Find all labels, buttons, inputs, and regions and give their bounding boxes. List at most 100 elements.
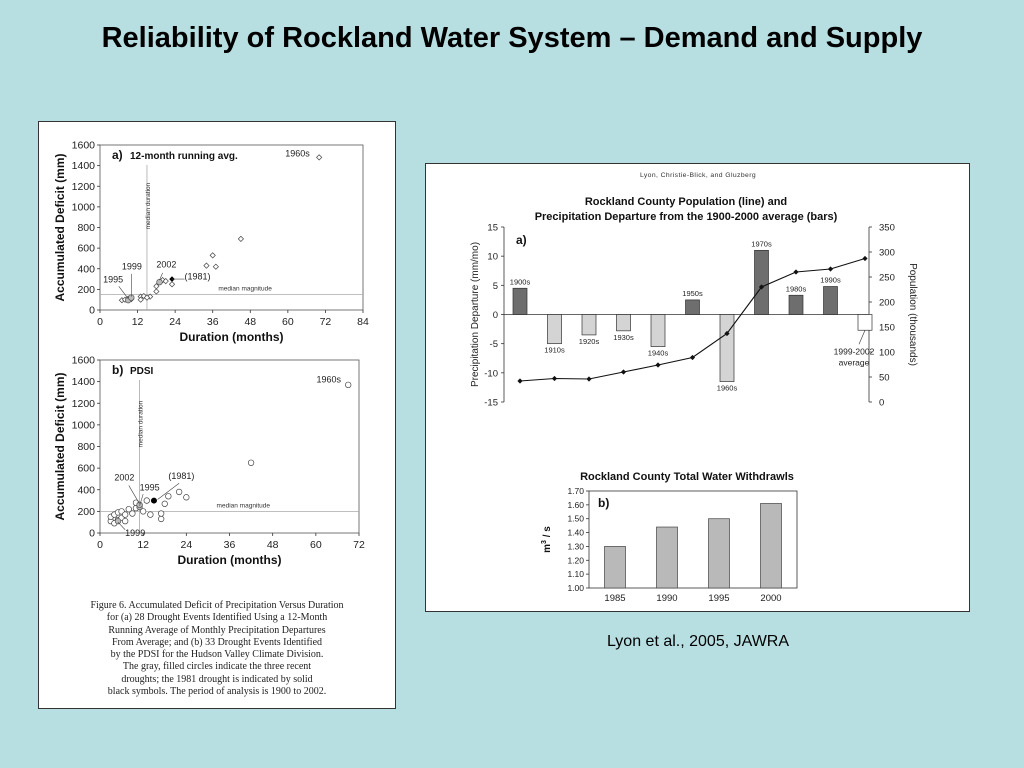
point-annotation: 1999 [125,528,145,538]
y-tick-label: 400 [77,263,95,275]
y-tick-label: 1.20 [567,555,584,565]
data-point [137,296,144,303]
data-point [143,294,151,301]
population-point [586,376,592,382]
point-annotation: 1995 [103,275,123,285]
point-annotation: 1995 [140,482,160,492]
bar-label-leader [858,330,866,345]
recent-drought-point [156,279,163,286]
bar-label: 1990s [820,276,841,285]
data-point [247,459,255,466]
data-point [162,278,169,285]
data-point [316,154,323,161]
data-point [122,517,129,525]
x-tick-label: 0 [97,316,103,328]
caption-line: black symbols. The period of analysis is… [107,686,327,698]
x-tick-label: 36 [207,316,219,328]
y-tick-label: 1200 [72,181,96,193]
left-tick-label: 15 [487,223,498,234]
precip-bar [823,286,838,315]
data-point [147,293,154,300]
population-precip-withdrawal-figure: Lyon, Christie-Blick, and Gluzberg Rockla… [470,172,918,604]
y-tick-label: 200 [77,284,95,296]
bar-label: 1920s [579,337,600,346]
precip-bar [685,299,700,315]
annotation-leader [117,521,126,530]
annotation-leader [139,493,144,507]
caption-line: by the PDSI for the Hudson Valley Climat… [110,649,324,661]
withdrawal-bar [708,518,730,589]
chart-title: Rockland County Total Water Withdrawls [580,471,794,483]
x-tick-label: 48 [267,539,279,551]
y-tick-label: 1400 [72,376,96,388]
data-point [161,500,168,507]
data-point [165,493,172,500]
panel-subtitle: 12-month running avg. [130,151,238,162]
bar-label: 1910s [544,346,565,355]
y-tick-label: 1.40 [567,528,584,538]
left-figure-panel: 0 200 400 600 800 1000 1200 1400 1600 0 12 24 36 48 60… [38,121,396,709]
bar-label: 1960s [717,384,738,393]
y-tick-label: 1400 [72,160,96,172]
right-tick-label: 50 [879,373,890,384]
caption-line: From Average; and (b) 33 Drought Events … [111,636,323,648]
panel-label: a) [516,233,527,247]
y-tick-label: 1.60 [567,500,584,510]
data-point [203,262,210,269]
population-point [862,255,868,262]
bar-label: 1930s [613,333,634,342]
y-tick-label: 1.10 [567,569,584,579]
y-tick-label: 1.70 [567,486,584,496]
point-annotation: 2002 [156,260,176,270]
data-point [140,508,147,515]
x-tick-label: 24 [169,316,181,328]
precip-bar [650,314,666,347]
bar-label: 1980s [786,284,807,293]
y-tick-label: 800 [77,222,95,234]
water-withdrawal-chart: Rockland County Total Water Withdrawls 1.… [541,471,798,604]
x-tick-label: 1990 [656,593,677,604]
highlight-point-1981 [150,497,157,504]
y-tick-label: 400 [77,484,95,496]
x-tick-label: 1985 [604,593,625,604]
data-point [175,488,183,496]
precip-bar [581,314,597,336]
bar-label: 1940s [648,349,669,358]
right-axis-label: Population (thousands) [907,263,918,366]
x-tick-label: 0 [97,539,103,551]
x-tick-label: 72 [353,539,365,551]
y-axis-label: m3 / s [541,526,553,553]
data-point [143,497,150,504]
precip-bar [754,249,769,315]
bar-label: 1900s [510,277,531,286]
y-axis-label: Accumulated Deficit (mm) [53,372,67,520]
left-tick-label: 10 [487,252,498,263]
withdrawal-bar [604,546,626,589]
y-tick-label: 0 [89,305,95,317]
x-tick-label: 60 [310,539,322,551]
plot-frame [588,490,798,589]
data-point [153,283,160,290]
point-annotation: 1999 [122,261,142,271]
precip-bar [857,314,873,331]
x-tick-label: 12 [132,316,144,328]
caption-line: for (a) 28 Drought Events Identified Usi… [106,612,328,624]
x-tick-label: 36 [224,539,236,551]
right-tick-label: 200 [879,298,895,309]
data-point [129,510,136,517]
recent-drought-point [114,517,122,525]
y-tick-label: 200 [77,506,95,518]
data-point [183,494,190,501]
y-tick-label: 1000 [72,201,96,213]
x-tick-label: 60 [282,316,294,328]
annotation-leader [128,485,140,504]
bar-label: 1950s [682,289,703,298]
population-line [519,257,866,382]
population-point [758,284,765,290]
x-tick-label: 84 [357,316,369,328]
y-tick-label: 1000 [72,419,96,431]
panel-label: b) [598,496,609,510]
citation: Lyon et al., 2005, JAWRA [607,633,790,650]
precip-bar [512,287,528,315]
